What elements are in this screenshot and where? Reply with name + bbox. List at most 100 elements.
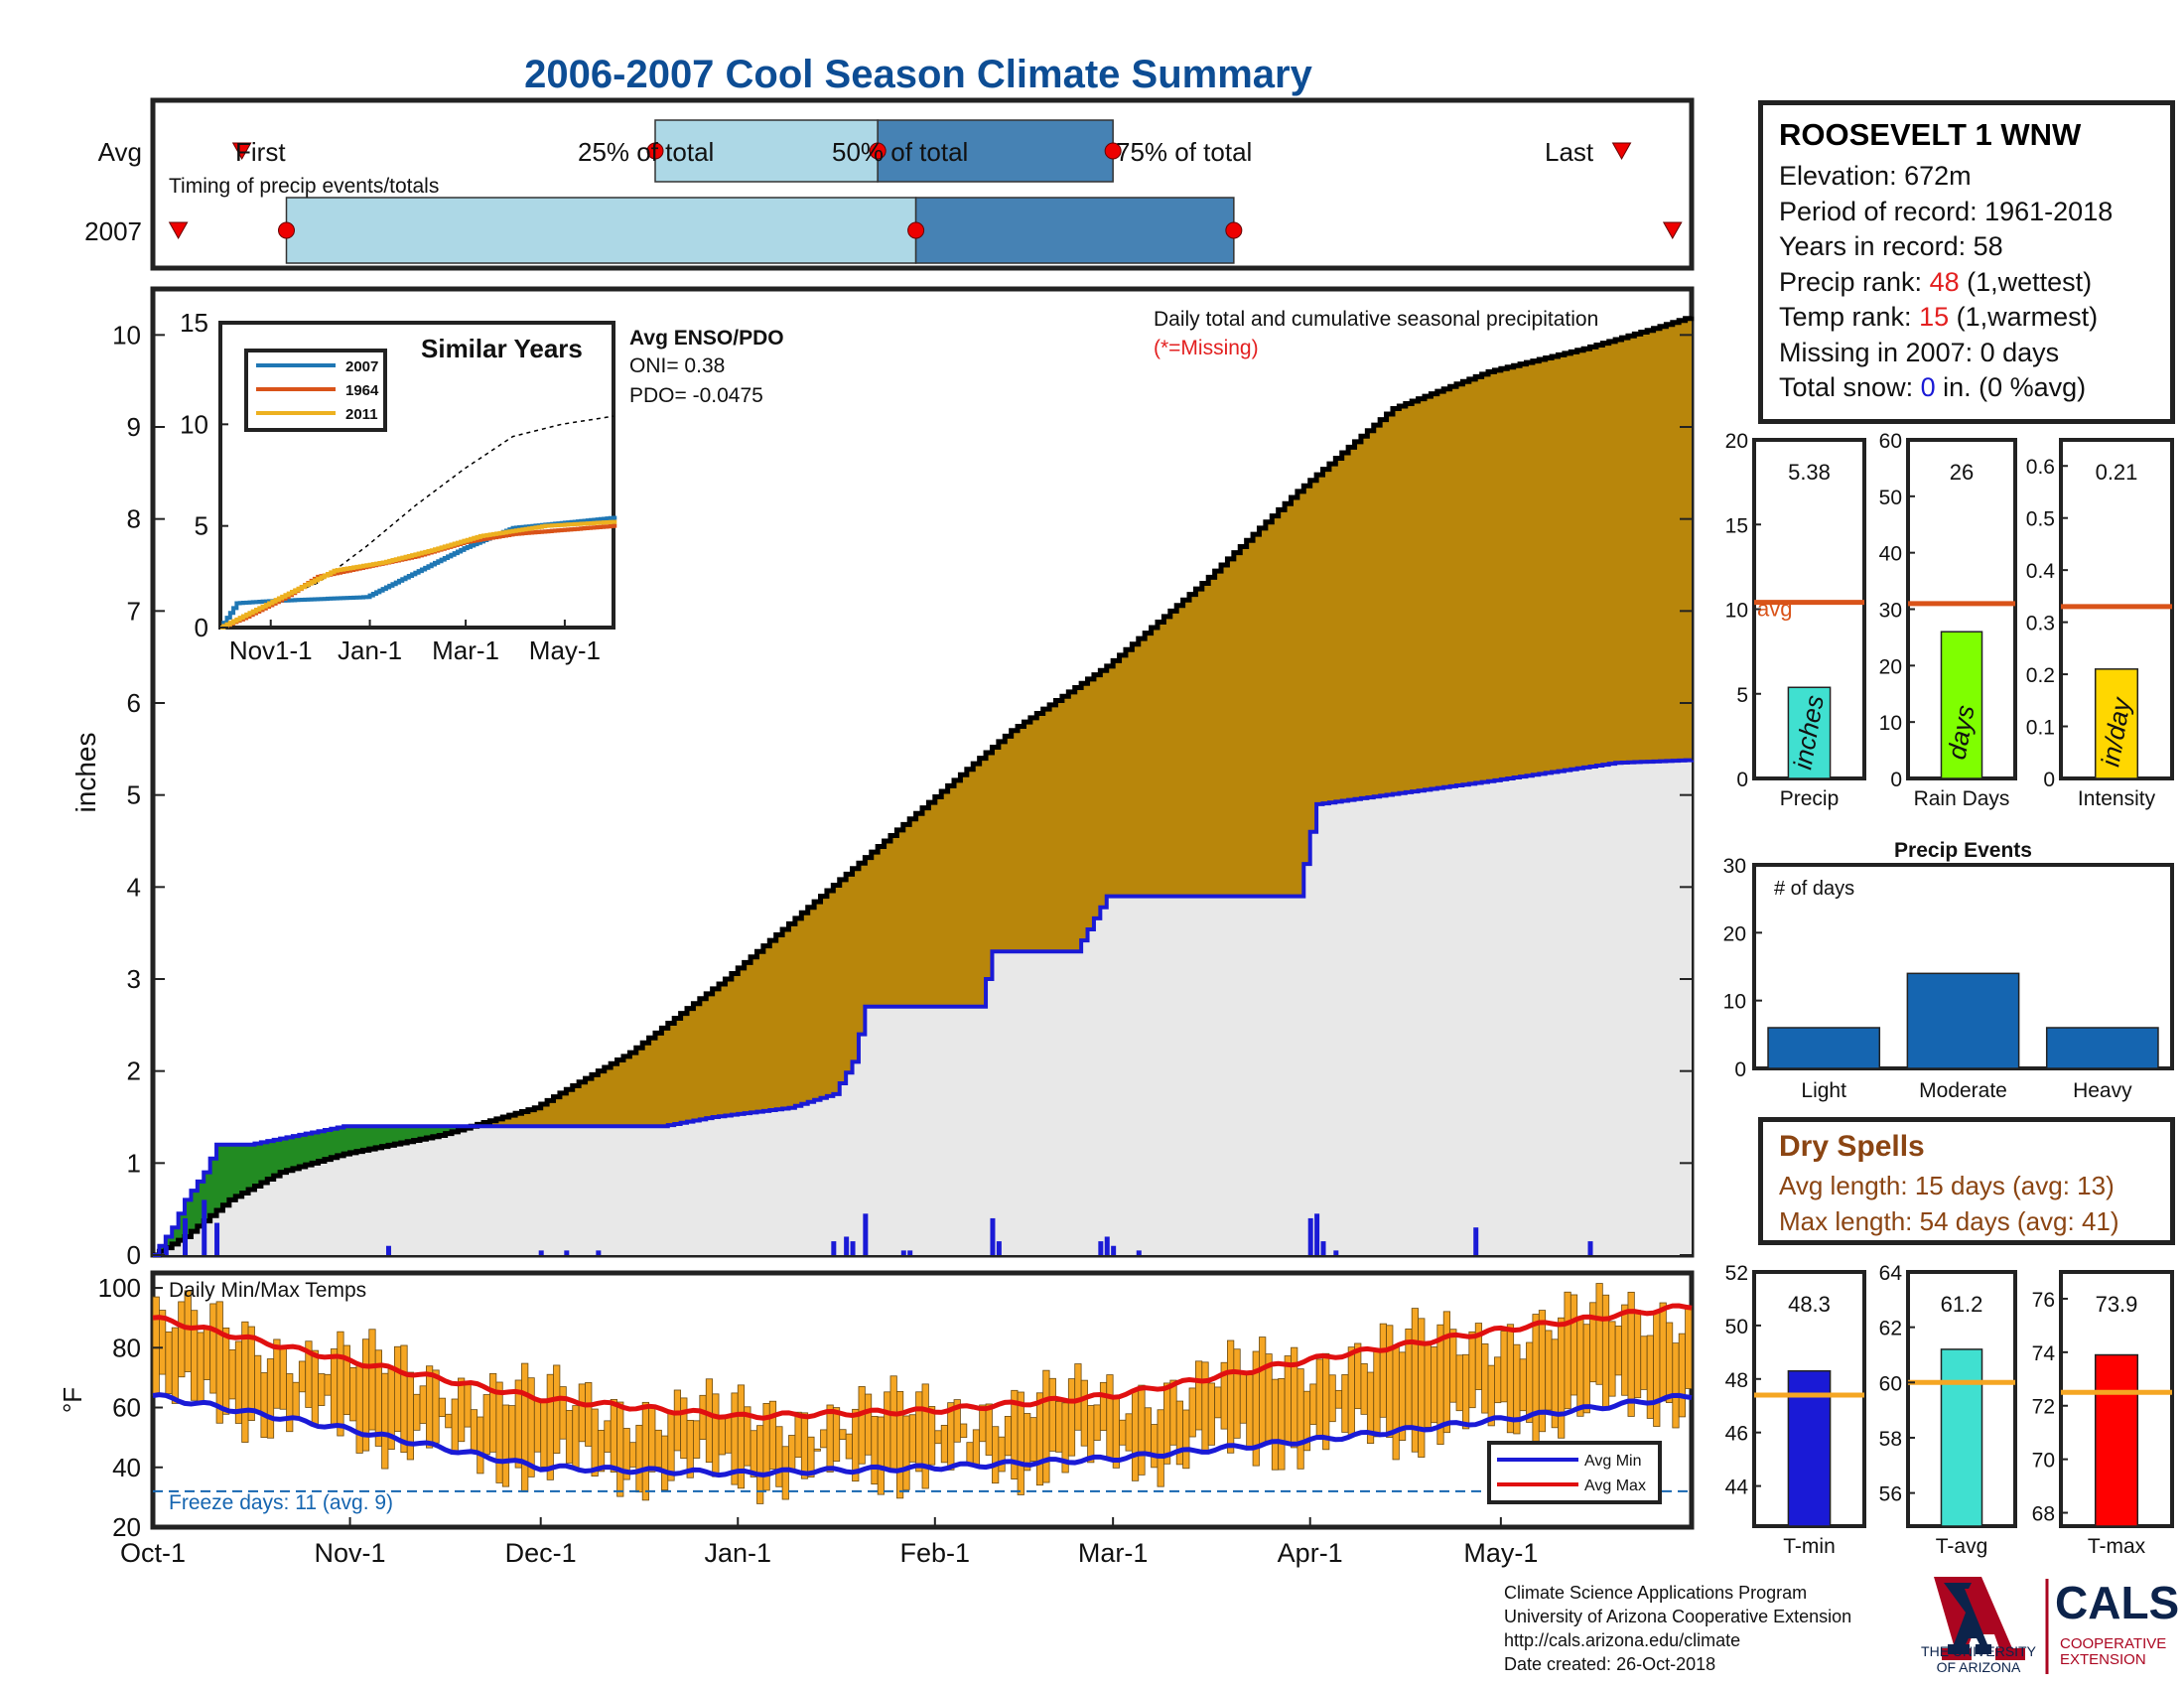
daily-temp-bar [298,1360,307,1393]
daily-temp-bar [419,1385,427,1424]
timing-point [278,221,296,239]
daily-temp-bar [1386,1325,1394,1438]
timing-first-last-marker [1662,221,1683,240]
small-ytick-label: 50 [1879,487,1902,509]
daily-temp-bar [1259,1336,1267,1445]
inset-ytick-label: 10 [180,409,208,439]
daily-temp-bar [381,1372,389,1470]
daily-temp-bar [1239,1372,1248,1424]
daily-temp-bar [1315,1358,1323,1440]
daily-temp-bar [1449,1329,1457,1403]
main-ytick-label: 3 [127,964,141,994]
daily-temp-bar [438,1397,447,1418]
similar-years-inset: 0 5 10 15 Nov1-1 Jan-1 Mar-1 May-1 Similar Year… [180,308,617,665]
daily-temp-bar [635,1424,643,1493]
daily-temp-bar [915,1391,923,1473]
legend-avg-min: Avg Min [1584,1453,1642,1470]
daily-temp-bar [794,1411,802,1459]
timing-point [1225,221,1243,239]
daily-temp-bar [533,1400,542,1453]
timing-box-25-50-2007 [285,197,917,264]
precip-events-bar [2045,1027,2159,1069]
temps-xtick-label: Mar-1 [1078,1538,1149,1568]
daily-temp-bar [1328,1374,1336,1423]
daily-temp-bar [1138,1384,1146,1476]
daily-temp-bar [992,1426,1000,1484]
daily-precip-bar [996,1241,1002,1255]
daily-temp-bar [1233,1348,1241,1439]
daily-temp-bar [1595,1283,1603,1385]
timing-box-25-50-Avg [654,119,879,183]
daily-temp-bar [998,1436,1006,1473]
daily-temp-bar [578,1383,586,1443]
precip-events-ytick-label: 30 [1723,855,1746,878]
temps-xtick-label: Nov-1 [315,1538,386,1568]
daily-precip-bar [214,1222,220,1255]
daily-temp-bar [203,1326,211,1380]
daily-temp-bar [648,1406,656,1473]
daily-temp-bar [604,1420,612,1453]
daily-temp-bar [1633,1310,1642,1399]
small-chart-t-max: 68 70 72 74 76 73.9 T-max [2032,1270,2174,1558]
daily-temp-bar [426,1365,434,1449]
daily-temp-bar [712,1393,720,1477]
daily-precip-bar [850,1241,856,1255]
temps-xtick-label: Apr-1 [1278,1538,1343,1568]
small-ytick-label: 20 [1725,430,1748,453]
daily-temp-bar [553,1364,561,1454]
timing-row-label-2007: 2007 [84,216,142,246]
daily-temp-bar [1564,1291,1571,1410]
daily-temp-bar [1570,1294,1578,1396]
daily-temp-bar [1506,1324,1515,1434]
small-chart-category: Precip [1780,787,1840,810]
daily-precip-bar [1314,1213,1320,1255]
daily-temp-bar [209,1303,217,1394]
daily-temp-bar [1297,1368,1304,1470]
timing-point [646,142,664,160]
small-ytick-label: 62 [1879,1318,1902,1340]
daily-temp-bar [1188,1387,1196,1438]
daily-temp-bar [1182,1409,1190,1470]
precip-rank-label: Precip rank: [1779,266,1930,297]
daily-temp-bar [1214,1386,1222,1419]
daily-temp-bar [355,1363,363,1454]
temps-ytick-label: 100 [98,1273,141,1303]
daily-temp-bar [1392,1346,1400,1461]
daily-temp-bar [1106,1374,1114,1460]
temps-legend: Avg Min Avg Max [1487,1441,1662,1504]
timing-first-last-marker [231,142,252,161]
station-precip-rank: Precip rank: 48 (1,wettest) [1779,265,2154,301]
precip-events-chart: Light Moderate Heavy 0 10 20 30 Precip Events # … [1723,839,2174,1102]
small-chart-category: Rain Days [1914,787,2010,810]
daily-temp-bar [660,1435,669,1491]
daily-precip-bar [1307,1217,1313,1255]
daily-temp-bar [191,1310,199,1401]
daily-temp-bar [1665,1322,1674,1403]
inset-xtick-label: Jan-1 [338,635,402,665]
daily-temp-bar [241,1321,249,1443]
daily-temp-bar [165,1331,173,1394]
avg-min-line [152,1392,1693,1478]
small-chart-bar [2094,1353,2139,1527]
small-chart-value: 48.3 [1788,1292,1831,1317]
daily-temp-bar [1207,1382,1216,1446]
daily-temp-bar [1334,1389,1343,1409]
daily-temp-bar [1576,1317,1584,1417]
precip-events-category: Light [1801,1079,1846,1102]
daily-temp-bar [928,1406,936,1466]
daily-temp-bar [1144,1407,1152,1453]
daily-temp-bar [781,1446,789,1500]
daily-temp-bar [1601,1294,1610,1409]
daily-temp-bar [559,1386,567,1440]
daily-temp-bar [337,1331,344,1437]
daily-temp-bar [960,1423,968,1439]
daily-temp-bar [1685,1306,1693,1389]
small-chart-category: Intensity [2078,787,2156,810]
daily-temp-bar [775,1426,783,1487]
small-chart-t-min: 44 46 48 50 52 48.3 T-min [1725,1262,1866,1558]
daily-temp-bar [1481,1343,1489,1414]
daily-temp-bar [1195,1360,1203,1431]
daily-temp-bar [699,1394,707,1441]
daily-temp-bar [413,1393,421,1431]
